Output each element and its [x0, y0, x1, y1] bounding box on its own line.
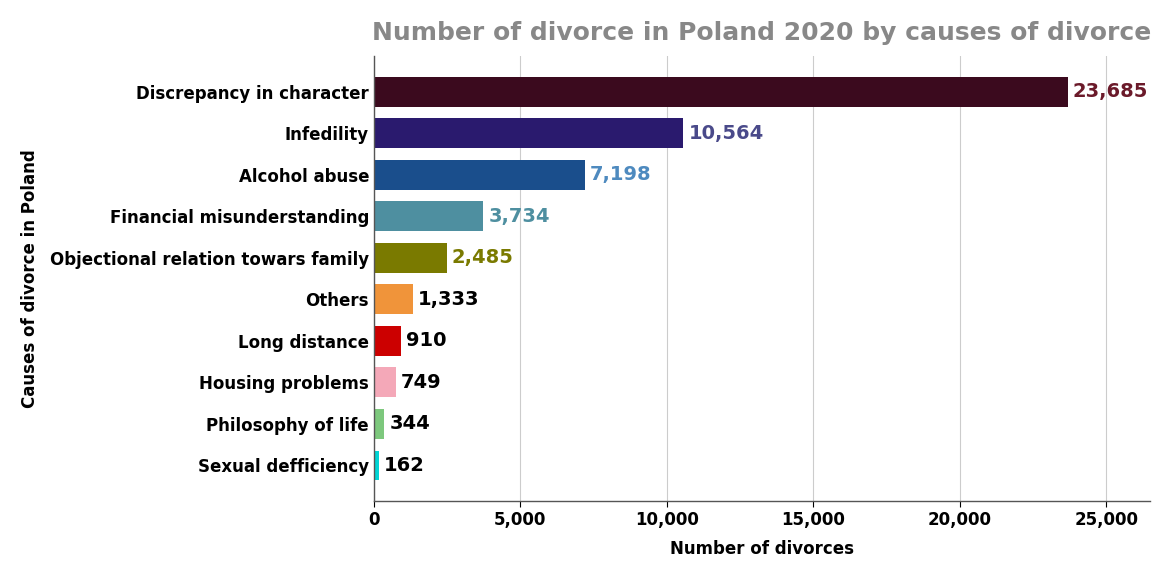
Text: 7,198: 7,198	[590, 165, 652, 184]
Text: 3,734: 3,734	[488, 207, 550, 226]
Bar	[374, 284, 413, 314]
Text: 344: 344	[389, 415, 430, 434]
Text: 10,564: 10,564	[689, 124, 763, 142]
Text: 23,685: 23,685	[1073, 82, 1149, 101]
Y-axis label: Causes of divorce in Poland: Causes of divorce in Poland	[21, 149, 39, 408]
X-axis label: Number of divorces: Number of divorces	[670, 540, 854, 558]
Bar	[374, 368, 396, 397]
Text: 162: 162	[384, 456, 425, 475]
Bar	[374, 76, 1068, 107]
Text: 2,485: 2,485	[452, 248, 514, 267]
Bar	[374, 243, 446, 273]
Bar	[374, 409, 384, 439]
Text: 1,333: 1,333	[418, 290, 480, 309]
Text: 749: 749	[402, 373, 441, 392]
Bar	[374, 118, 684, 148]
Bar	[374, 326, 400, 356]
Bar	[374, 160, 584, 190]
Title: Number of divorce in Poland 2020 by causes of divorce: Number of divorce in Poland 2020 by caus…	[372, 21, 1151, 45]
Bar	[374, 450, 378, 481]
Bar	[374, 201, 484, 231]
Text: 910: 910	[406, 331, 446, 350]
